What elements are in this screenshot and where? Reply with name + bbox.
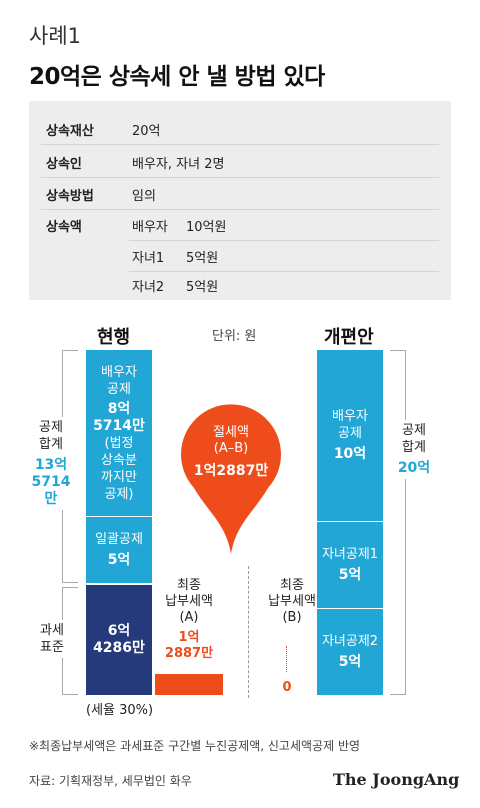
amount: 5억 — [338, 654, 362, 670]
amount: 5억 — [338, 567, 362, 583]
info-key-assets: 상속재산 — [46, 124, 94, 139]
label: 일괄공제 — [95, 532, 143, 547]
label: 공제 — [107, 381, 131, 397]
note: 상속분 — [101, 452, 137, 468]
amount: 5714만 — [31, 474, 71, 507]
savings-amount: 1억2887만 — [193, 463, 269, 479]
amount: 8억 — [107, 400, 131, 417]
divider — [41, 177, 439, 178]
amount: 13억 — [34, 457, 68, 473]
info-who-child2: 자녀2 — [132, 280, 165, 295]
proposed-child2-deduction: 자녀공제2 5억 — [317, 609, 383, 695]
proposed-spouse-deduction: 배우자 공제 10억 — [317, 350, 383, 521]
divider — [129, 271, 439, 272]
final-tax-b-amount: 0 — [282, 680, 292, 695]
final-tax-a-bar — [155, 674, 223, 695]
info-who-spouse: 배우자 — [132, 220, 168, 235]
note: 까지만 — [101, 469, 137, 485]
info-amt-spouse: 10억원 — [186, 220, 227, 235]
proposed-deduction-total: 공제 합계 20억 — [392, 420, 436, 479]
brand-logo: The JoongAng — [333, 770, 460, 789]
divider — [41, 144, 439, 145]
savings-pin-shape — [181, 404, 281, 554]
unit-label: 단위: 원 — [212, 329, 257, 344]
info-value-method: 임의 — [132, 189, 156, 204]
tax-rate: (세율 30%) — [86, 703, 154, 718]
info-table: 상속재산 20억 상속인 배우자, 자녀 2명 상속방법 임의 상속액 배우자 … — [29, 101, 451, 300]
current-heading: 현행 — [97, 327, 131, 348]
info-value-heirs: 배우자, 자녀 2명 — [132, 157, 225, 172]
final-tax-a-label: 최종 납부세액 (A) 1억 2887만 — [164, 578, 214, 661]
proposed-child1-deduction: 자녀공제1 5억 — [317, 522, 383, 608]
savings-pin — [181, 404, 281, 554]
dashed-divider — [248, 566, 249, 698]
label: 공제 — [39, 420, 63, 435]
footnote: ※최종납부세액은 과세표준 구간별 누진공제액, 신고세액공제 반영 — [29, 739, 361, 753]
zero-tick — [286, 646, 287, 672]
info-amt-child1: 5억원 — [186, 251, 219, 266]
amount: 6억 — [107, 623, 131, 639]
divider — [86, 516, 152, 517]
amount: 5714만 — [93, 417, 145, 434]
label: 배우자 — [101, 364, 137, 380]
info-key-amount: 상속액 — [46, 220, 82, 235]
divider — [129, 240, 439, 241]
current-deduction-total: 공제 합계 13억 5714만 — [26, 417, 76, 510]
amount: 20억 — [397, 460, 431, 476]
info-key-method: 상속방법 — [46, 189, 94, 204]
amount: 4286만 — [93, 640, 145, 656]
info-key-heirs: 상속인 — [46, 157, 82, 172]
final-tax-b-label: 최종 납부세액 (B) — [268, 578, 316, 625]
info-amt-child2: 5억원 — [186, 280, 219, 295]
current-tax-base: 6억 4286만 — [86, 585, 152, 695]
current-lump-deduction: 일괄공제 5억 — [86, 517, 152, 583]
info-value-assets: 20억 — [132, 124, 161, 139]
current-spouse-deduction: 배우자 공제 8억 5714만 (법정 상속분 까지만 공제) — [86, 350, 152, 516]
headline: 20억은 상속세 안 낼 방법 있다 — [29, 64, 325, 90]
note: 공제) — [104, 486, 134, 502]
note: (법정 — [104, 435, 134, 451]
divider — [317, 521, 383, 522]
tax-base-label: 과세 표준 — [30, 620, 74, 658]
kicker: 사례1 — [29, 24, 82, 48]
divider — [317, 608, 383, 609]
info-who-child1: 자녀1 — [132, 251, 165, 266]
divider — [41, 209, 439, 210]
amount: 5억 — [107, 552, 131, 568]
source: 자료: 기획재정부, 세무법인 화우 — [29, 774, 192, 788]
proposed-heading: 개편안 — [324, 327, 374, 348]
label: 합계 — [39, 437, 63, 452]
proposed-bracket — [390, 350, 406, 695]
savings-label: 절세액 (A–B) 1억2887만 — [180, 425, 282, 479]
amount: 10억 — [333, 446, 367, 462]
